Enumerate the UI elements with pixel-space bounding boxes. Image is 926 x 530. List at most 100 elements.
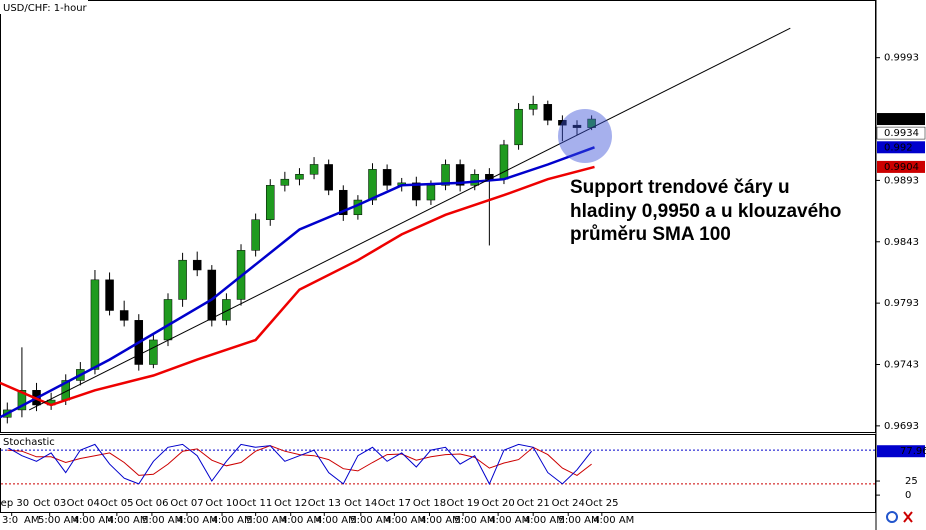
- annotation: hladiny 0,9950 a u klouzavého: [570, 201, 841, 222]
- candle-body: [572, 124, 582, 128]
- x-tick-label: Oct 14: [344, 498, 377, 509]
- time-label: 4:00 AM: [420, 515, 461, 526]
- stoch-title-bg: [0, 435, 44, 448]
- candle-body: [280, 178, 290, 186]
- candle-body: [222, 299, 231, 321]
- time-label: 5:00 AM: [350, 515, 391, 526]
- candle-body: [163, 299, 173, 341]
- y-tick-label: 0.9993: [884, 53, 919, 64]
- candle-body: [265, 185, 275, 220]
- time-label: 5:00 AM: [454, 515, 495, 526]
- moving-average: [0, 165, 595, 407]
- stoch-tick-label: 0: [905, 490, 911, 501]
- candle-body: [455, 164, 465, 186]
- time-label: 4:00 AM: [385, 515, 426, 526]
- time-label: 3:0: [2, 515, 18, 526]
- x-tick-label: Oct 24: [552, 498, 585, 509]
- time-label: AM: [24, 515, 39, 526]
- candle-body: [324, 164, 333, 191]
- x-tick-label: Oct 13: [308, 498, 341, 509]
- candle-body: [251, 219, 260, 251]
- time-label: 5:00 AM: [246, 515, 287, 526]
- time-label: 5:00 AM: [142, 515, 183, 526]
- price-label: 0.9943: [884, 114, 919, 125]
- candle-body: [382, 169, 392, 186]
- stochastic-title: Stochastic: [3, 437, 55, 448]
- candle-body: [499, 144, 509, 180]
- time-label: 5:00 AM: [38, 515, 79, 526]
- moving-average: [0, 146, 595, 419]
- annotation: průměru SMA 100: [570, 224, 731, 245]
- stoch-tick-label: 25: [905, 476, 918, 487]
- title-bg: [0, 0, 88, 14]
- price-label-box: [877, 141, 925, 154]
- candle-body: [514, 108, 523, 146]
- time-label: 4:00 AM: [489, 515, 530, 526]
- x-tick-label: Oct 06: [135, 498, 168, 509]
- time-label: 5:00 AM: [559, 515, 600, 526]
- annotation: Support trendové čáry u: [570, 177, 790, 198]
- time-label: 4:00 AM: [316, 515, 357, 526]
- highlight-circle: [558, 109, 612, 163]
- trendline: [28, 27, 791, 411]
- candle-body: [426, 185, 436, 201]
- x-tick-label: Oct 03: [33, 498, 66, 509]
- y-tick-label: 0.9793: [884, 298, 919, 309]
- x-tick-label: Oct 20: [482, 498, 515, 509]
- time-label: 4:00 AM: [212, 515, 253, 526]
- candle-body: [543, 104, 553, 121]
- candle-body: [207, 269, 217, 321]
- candle-body: [368, 169, 377, 201]
- x-tick-label: Sep 30: [0, 498, 29, 509]
- price-label-box: [877, 160, 925, 173]
- candle-body: [105, 279, 114, 311]
- time-label: 4:00 AM: [73, 515, 114, 526]
- candle-body: [485, 174, 494, 180]
- time-label: 4:00 AM: [524, 515, 565, 526]
- price-label: 0.992: [884, 142, 913, 153]
- y-tick-label: 0.9743: [884, 360, 919, 371]
- x-tick-label: Oct 04: [67, 498, 100, 509]
- price-label: 0.9934: [884, 128, 919, 139]
- candle-body: [470, 174, 479, 186]
- candle-body: [192, 259, 202, 271]
- candle-body: [295, 174, 304, 180]
- time-label: 4:00 AM: [281, 515, 322, 526]
- time-label: 4:00 AM: [107, 515, 148, 526]
- x-tick-label: Oct 11: [239, 498, 272, 509]
- candle-body: [309, 164, 319, 175]
- x-tick-label: Oct 12: [274, 498, 307, 509]
- time-label: 4:00 AM: [593, 515, 634, 526]
- candle-body: [178, 259, 187, 300]
- x-tick-label: Oct 05: [100, 498, 133, 509]
- x-tick-label: Oct 19: [446, 498, 479, 509]
- candle-body: [149, 339, 158, 365]
- candle-body: [412, 182, 421, 201]
- y-tick-label: 0.9693: [884, 421, 919, 432]
- price-label-box: [876, 126, 926, 140]
- toolbar-icons[interactable]: [886, 511, 913, 523]
- candle-body: [558, 120, 567, 126]
- stoch-k: [7, 443, 592, 486]
- x-tick-label: Oct 07: [170, 498, 203, 509]
- x-tick-label: Oct 18: [413, 498, 446, 509]
- stoch-last-box: [877, 445, 925, 458]
- close-icon[interactable]: [903, 511, 913, 523]
- candle-body: [90, 279, 100, 370]
- x-tick-label: Oct 17: [378, 498, 411, 509]
- x-tick-label: Oct 21: [517, 498, 550, 509]
- sync-icon[interactable]: [886, 511, 898, 523]
- y-tick-label: 0.9893: [884, 175, 919, 186]
- candle-body: [528, 104, 538, 110]
- x-tick-label: Oct 25: [585, 498, 618, 509]
- time-label: 4:00 AM: [177, 515, 218, 526]
- stoch-last-label: 77.96: [900, 446, 926, 457]
- candle-body: [17, 390, 27, 411]
- x-tick-label: Oct 10: [205, 498, 238, 509]
- y-tick-label: 0.9843: [884, 237, 919, 248]
- chart-title: USD/CHF: 1-hour: [3, 3, 88, 14]
- price-label-box: [877, 113, 925, 126]
- candle-body: [441, 164, 450, 186]
- candle-body: [119, 310, 129, 321]
